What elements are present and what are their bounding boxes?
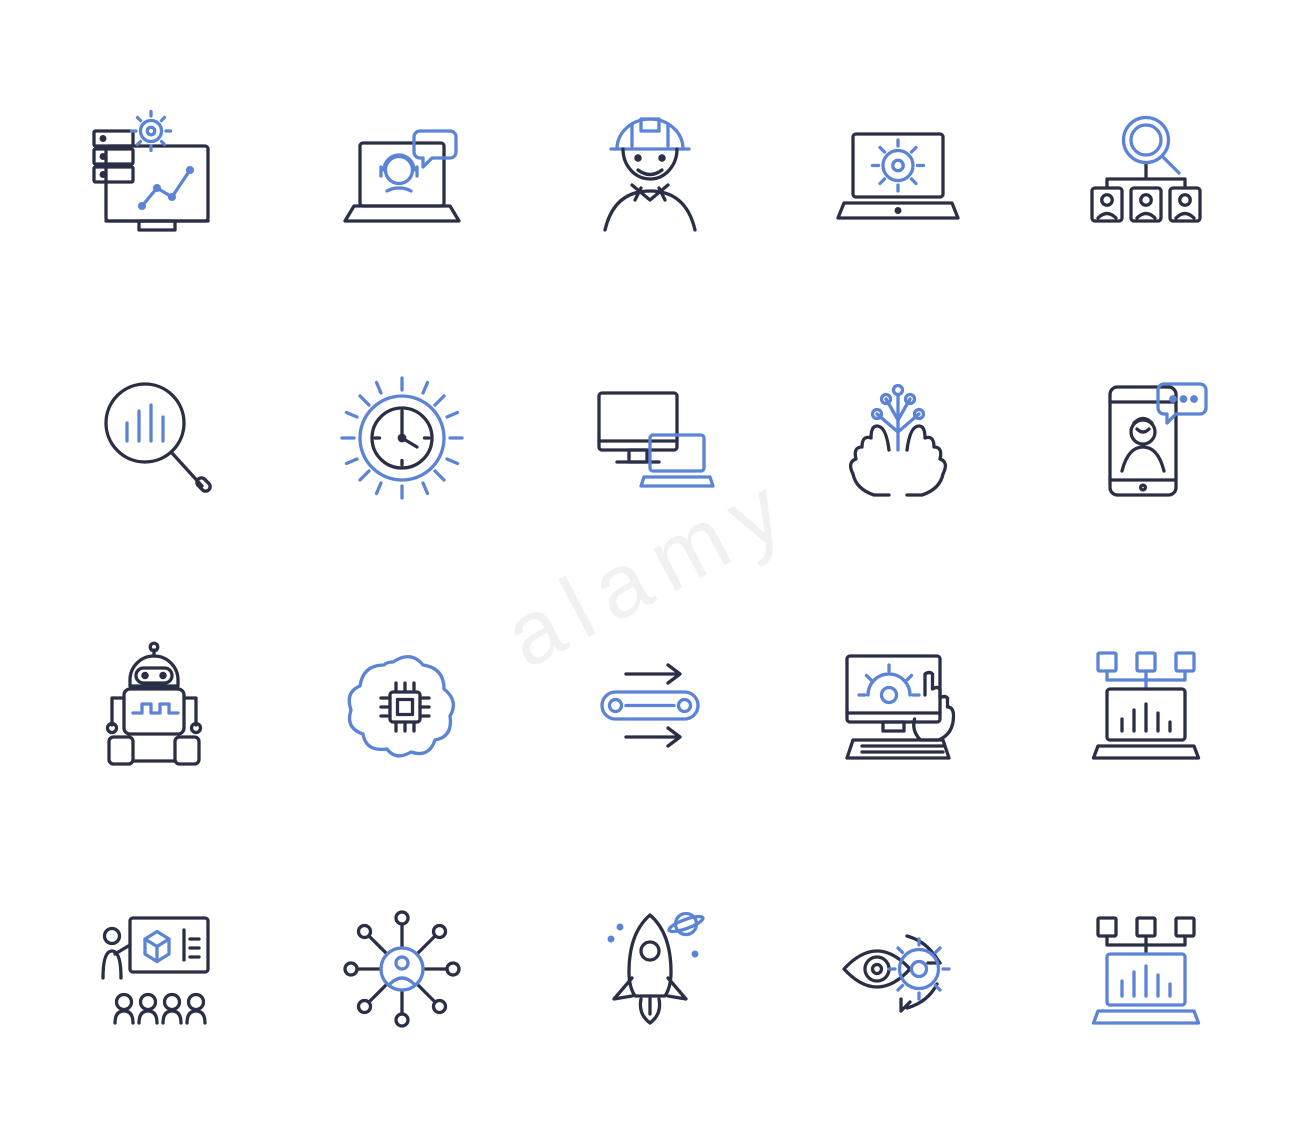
cell-team-search bbox=[1022, 40, 1270, 306]
laptop-network-chart-icon bbox=[1071, 629, 1221, 779]
vision-gear-icon bbox=[823, 894, 973, 1044]
laptop-analytics-network-icon bbox=[1071, 894, 1221, 1044]
cell-rocket-launch bbox=[526, 837, 774, 1103]
cell-engineer-hardhat bbox=[526, 40, 774, 306]
rocket-launch-icon bbox=[575, 894, 725, 1044]
gear-clock-icon bbox=[327, 363, 477, 513]
cell-hands-circuit bbox=[774, 306, 1022, 572]
analytics-dashboard-icon bbox=[79, 98, 229, 248]
cell-social-hub bbox=[278, 837, 526, 1103]
cell-magnifier-chart bbox=[30, 306, 278, 572]
cell-laptop-analytics-network bbox=[1022, 837, 1270, 1103]
desktop-laptop-icon bbox=[575, 363, 725, 513]
icon-grid bbox=[0, 0, 1300, 1142]
cell-training-presentation bbox=[30, 837, 278, 1103]
cell-analytics-dashboard bbox=[30, 40, 278, 306]
laptop-gear-icon bbox=[823, 98, 973, 248]
cell-data-transfer bbox=[526, 571, 774, 837]
social-hub-icon bbox=[327, 894, 477, 1044]
cell-support-chat-laptop bbox=[278, 40, 526, 306]
cell-laptop-network-chart bbox=[1022, 571, 1270, 837]
team-search-icon bbox=[1071, 98, 1221, 248]
cell-touch-settings-monitor bbox=[774, 571, 1022, 837]
magnifier-chart-icon bbox=[79, 363, 229, 513]
ai-brain-chip-icon bbox=[327, 629, 477, 779]
cell-robot bbox=[30, 571, 278, 837]
cell-phone-video-chat bbox=[1022, 306, 1270, 572]
engineer-hardhat-icon bbox=[575, 98, 725, 248]
phone-video-chat-icon bbox=[1071, 363, 1221, 513]
cell-gear-clock bbox=[278, 306, 526, 572]
training-presentation-icon bbox=[79, 894, 229, 1044]
cell-ai-brain-chip bbox=[278, 571, 526, 837]
data-transfer-icon bbox=[575, 629, 725, 779]
cell-desktop-laptop bbox=[526, 306, 774, 572]
support-chat-laptop-icon bbox=[327, 98, 477, 248]
cell-vision-gear bbox=[774, 837, 1022, 1103]
robot-icon bbox=[79, 629, 229, 779]
cell-laptop-gear bbox=[774, 40, 1022, 306]
hands-circuit-icon bbox=[823, 363, 973, 513]
touch-settings-monitor-icon bbox=[823, 629, 973, 779]
